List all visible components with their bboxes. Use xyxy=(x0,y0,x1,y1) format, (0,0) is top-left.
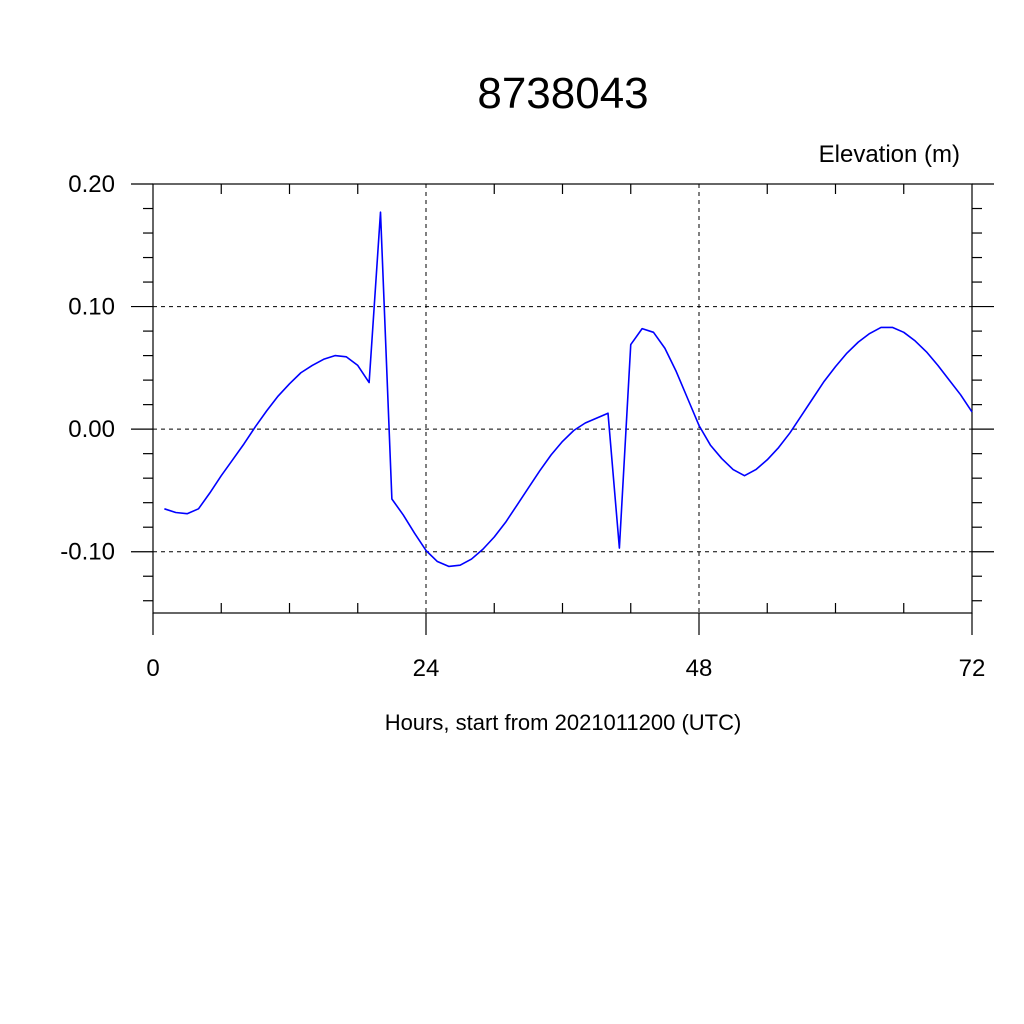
x-axis-label: Hours, start from 2021011200 (UTC) xyxy=(385,710,742,735)
x-tick-label: 24 xyxy=(413,655,440,682)
y-axis-label: Elevation (m) xyxy=(819,141,960,168)
x-tick-label: 0 xyxy=(146,655,159,682)
y-tick-label: -0.10 xyxy=(60,539,115,566)
y-tick-label: 0.00 xyxy=(68,416,115,443)
series-layer xyxy=(164,211,973,568)
tick-label-layer: -0.10 0.00 0.10 0.20 0 24 48 72 xyxy=(60,171,985,682)
y-tick-label: 0.10 xyxy=(68,294,115,321)
chart-title: 8738043 xyxy=(477,69,648,118)
series-line xyxy=(164,211,973,568)
axis-layer xyxy=(131,183,994,635)
x-tick-label: 72 xyxy=(959,655,986,682)
x-tick-label: 48 xyxy=(686,655,713,682)
y-tick-label: 0.20 xyxy=(68,171,115,198)
